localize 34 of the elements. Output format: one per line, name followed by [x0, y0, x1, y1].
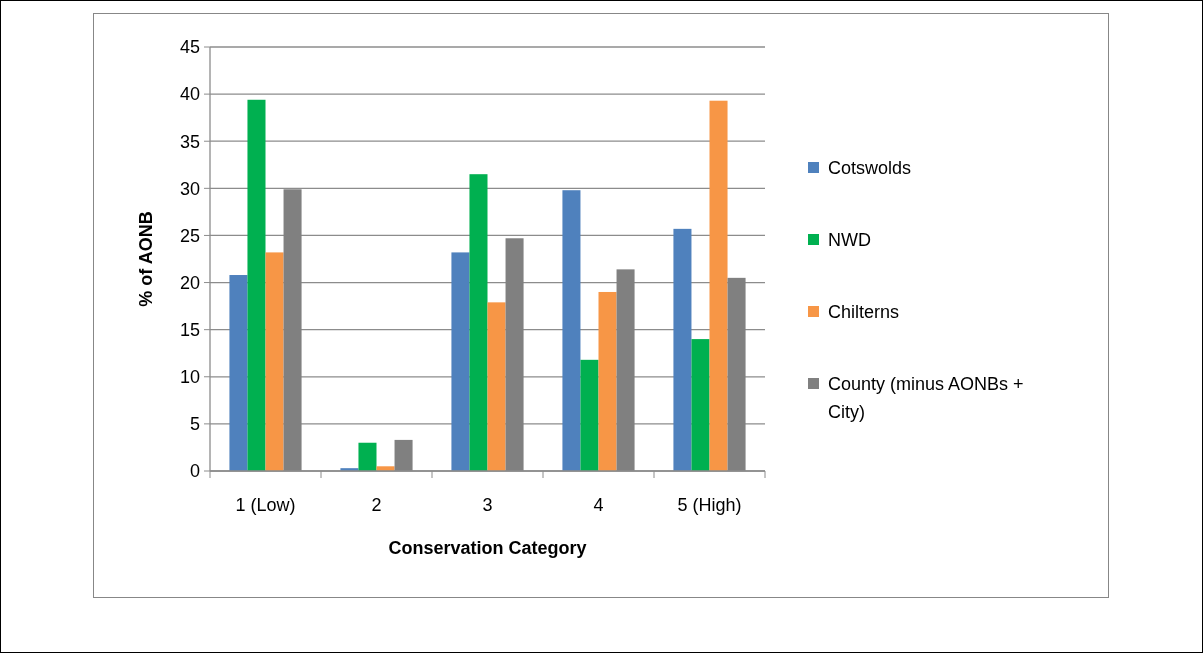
bar: [229, 275, 248, 471]
x-tick-label: 1 (Low): [235, 495, 296, 515]
bar: [562, 190, 581, 471]
y-tick-label: 5: [189, 414, 200, 435]
bar: [580, 359, 599, 471]
x-tick-label: 2: [371, 495, 382, 515]
bar: [673, 228, 692, 471]
x-tick-label: 5 (High): [677, 495, 742, 515]
bar: [487, 302, 506, 471]
y-tick-label: 35: [179, 131, 200, 152]
bar: [265, 252, 284, 471]
bar: [598, 291, 617, 471]
y-tick-label: 25: [179, 225, 200, 246]
legend-label: Cotswolds: [828, 158, 912, 179]
legend-label: County (minus AONBs + City): [828, 374, 1024, 423]
x-axis-title: Conservation Category: [388, 538, 587, 558]
y-tick-label: 40: [179, 84, 200, 105]
x-tick-label: 3: [482, 495, 493, 515]
bar: [358, 442, 377, 471]
y-tick-label: 45: [179, 37, 200, 58]
bar: [247, 99, 266, 471]
y-tick-label: 15: [179, 319, 200, 340]
y-tick-label: 10: [179, 367, 200, 388]
y-axis-title: % of AONB: [136, 211, 156, 307]
bar: [451, 252, 470, 471]
bar: [691, 339, 710, 471]
x-tick-label: 4: [593, 495, 604, 515]
legend-label: Chilterns: [828, 302, 900, 323]
y-tick-label: 20: [179, 272, 200, 293]
y-tick-label: 0: [189, 461, 200, 482]
bar: [709, 100, 728, 471]
legend-label: NWD: [828, 230, 871, 251]
y-tick-label: 30: [179, 178, 200, 199]
bar: [469, 174, 488, 471]
